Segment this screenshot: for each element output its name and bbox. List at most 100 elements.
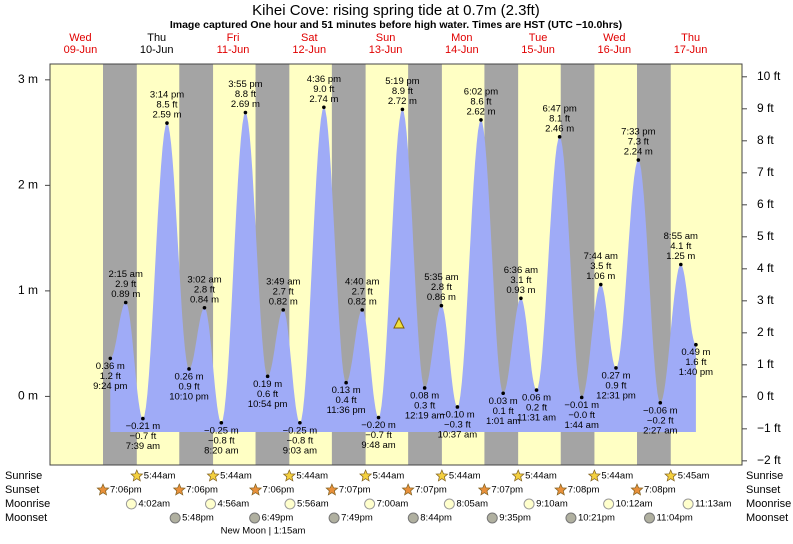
row-time: 7:07pm — [339, 485, 371, 496]
tide-point — [322, 105, 326, 110]
moonset-icon — [407, 512, 419, 524]
tide-point — [479, 118, 483, 122]
row-time: 5:44am — [525, 471, 557, 482]
tide-point — [298, 420, 302, 425]
tide-label: 2.72 m — [388, 96, 417, 107]
day-weekday: Mon — [451, 32, 472, 44]
day-weekday: Wed — [603, 32, 625, 44]
tide-area-group — [110, 107, 696, 433]
tide-label: 2.59 m — [152, 110, 181, 121]
sunset-icon — [172, 483, 186, 496]
row-time: 5:44am — [144, 471, 176, 482]
tide-label: 8.8 ft — [235, 89, 256, 100]
tide-label: 12:19 am — [405, 410, 445, 421]
row-time: 8:44pm — [420, 513, 452, 524]
row-time: 5:44am — [449, 471, 481, 482]
chart-title: Kihei Cove: rising spring tide at 0.7m (… — [252, 2, 540, 19]
tide-label: 0.08 m — [410, 390, 439, 401]
tide-label: 12:31 pm — [596, 390, 636, 401]
row-time: 7:07pm — [491, 485, 523, 496]
day-date: 12-Jun — [292, 44, 326, 56]
sunrise-icon — [664, 469, 678, 482]
moonset-icon — [565, 512, 577, 524]
row-time: 7:08pm — [568, 485, 600, 496]
tide-point — [219, 420, 224, 425]
row-time: 7:06pm — [263, 485, 295, 496]
tide-label: 0.4 ft — [336, 395, 357, 406]
moonset-icon — [328, 512, 340, 524]
moonset-icon — [644, 512, 656, 524]
tide-label: 0.93 m — [506, 285, 535, 296]
sunrise-icon — [511, 469, 525, 482]
row-time: 11:04pm — [657, 513, 693, 524]
tide-label: 11:36 pm — [327, 405, 366, 416]
row-time: 4:56am — [218, 499, 250, 510]
tide-point — [694, 342, 698, 347]
tide-label: 0.49 m — [681, 347, 710, 358]
row-time: 5:44am — [601, 471, 633, 482]
day-weekday: Fri — [227, 32, 240, 44]
tide-label: 5:35 am — [424, 272, 458, 283]
tide-label: −0.7 ft — [365, 430, 392, 441]
tide-point — [501, 391, 505, 396]
y2-tick-label: 6 ft — [757, 197, 774, 211]
tide-label: 0.3 ft — [414, 400, 435, 411]
tide-point — [281, 308, 286, 312]
row-label: Sunset — [5, 484, 39, 496]
tide-label: −0.2 ft — [647, 415, 674, 426]
day-date: 16-Jun — [598, 44, 632, 56]
tide-label: 9:24 pm — [93, 381, 127, 392]
tide-label: 0.03 m — [489, 396, 518, 407]
tide-label: 3.1 ft — [510, 275, 531, 286]
moonrise-icon — [603, 498, 615, 510]
row-time: 7:00am — [377, 499, 409, 510]
day-weekday: Sat — [301, 32, 318, 44]
sunrise-icon — [435, 469, 449, 482]
tide-point — [123, 300, 128, 305]
tide-label: 0.27 m — [601, 370, 630, 381]
tide-point — [202, 305, 207, 310]
tide-label: 7:39 am — [126, 441, 160, 452]
tide-point — [455, 405, 460, 409]
row-time: 8:05am — [456, 499, 488, 510]
tide-label: 8.1 ft — [549, 113, 570, 124]
moon-phase: New Moon | 1:15am — [221, 526, 306, 537]
y-tick-label: 3 m — [18, 72, 38, 86]
sunrise-icon — [587, 469, 601, 482]
tide-point — [165, 121, 169, 125]
tide-point — [344, 380, 348, 385]
y2-tick-label: 7 ft — [757, 165, 774, 179]
sunset-icon — [96, 483, 110, 496]
row-time: 5:44am — [296, 471, 328, 482]
tide-point — [400, 107, 405, 112]
day-date: 17-Jun — [674, 44, 708, 56]
tide-label: 0.1 ft — [493, 406, 514, 417]
y2-tick-label: 2 ft — [757, 325, 774, 339]
y2-tick-label: 0 ft — [757, 389, 774, 403]
row-time: 6:49pm — [262, 513, 294, 524]
moonrise-icon — [205, 498, 217, 510]
tide-point — [422, 386, 427, 390]
sunset-icon — [248, 483, 263, 496]
tide-label: 2.8 ft — [194, 284, 215, 295]
y2-tick-label: −2 ft — [757, 453, 781, 467]
row-label: Moonset — [5, 512, 47, 524]
row-label: Moonrise — [746, 498, 791, 510]
tide-label: 3:55 pm — [228, 79, 262, 90]
tide-label: 2.24 m — [624, 147, 653, 158]
row-time: 5:45am — [678, 471, 710, 482]
row-time: 5:56am — [297, 499, 329, 510]
tide-point — [141, 416, 145, 421]
tide-label: −0.8 ft — [208, 435, 235, 446]
tide-label: 3:49 am — [266, 276, 300, 287]
current-position-marker — [393, 316, 405, 329]
row-time: 7:06pm — [110, 485, 142, 496]
tide-label: 8.5 ft — [156, 100, 177, 111]
plot-frame — [49, 63, 743, 466]
row-time: 5:44am — [220, 471, 252, 482]
tide-point — [376, 415, 381, 420]
tide-point — [658, 400, 663, 405]
tide-label: 6:47 pm — [542, 103, 576, 114]
sunset-icon — [325, 483, 339, 496]
moonrise-icon — [443, 498, 455, 510]
